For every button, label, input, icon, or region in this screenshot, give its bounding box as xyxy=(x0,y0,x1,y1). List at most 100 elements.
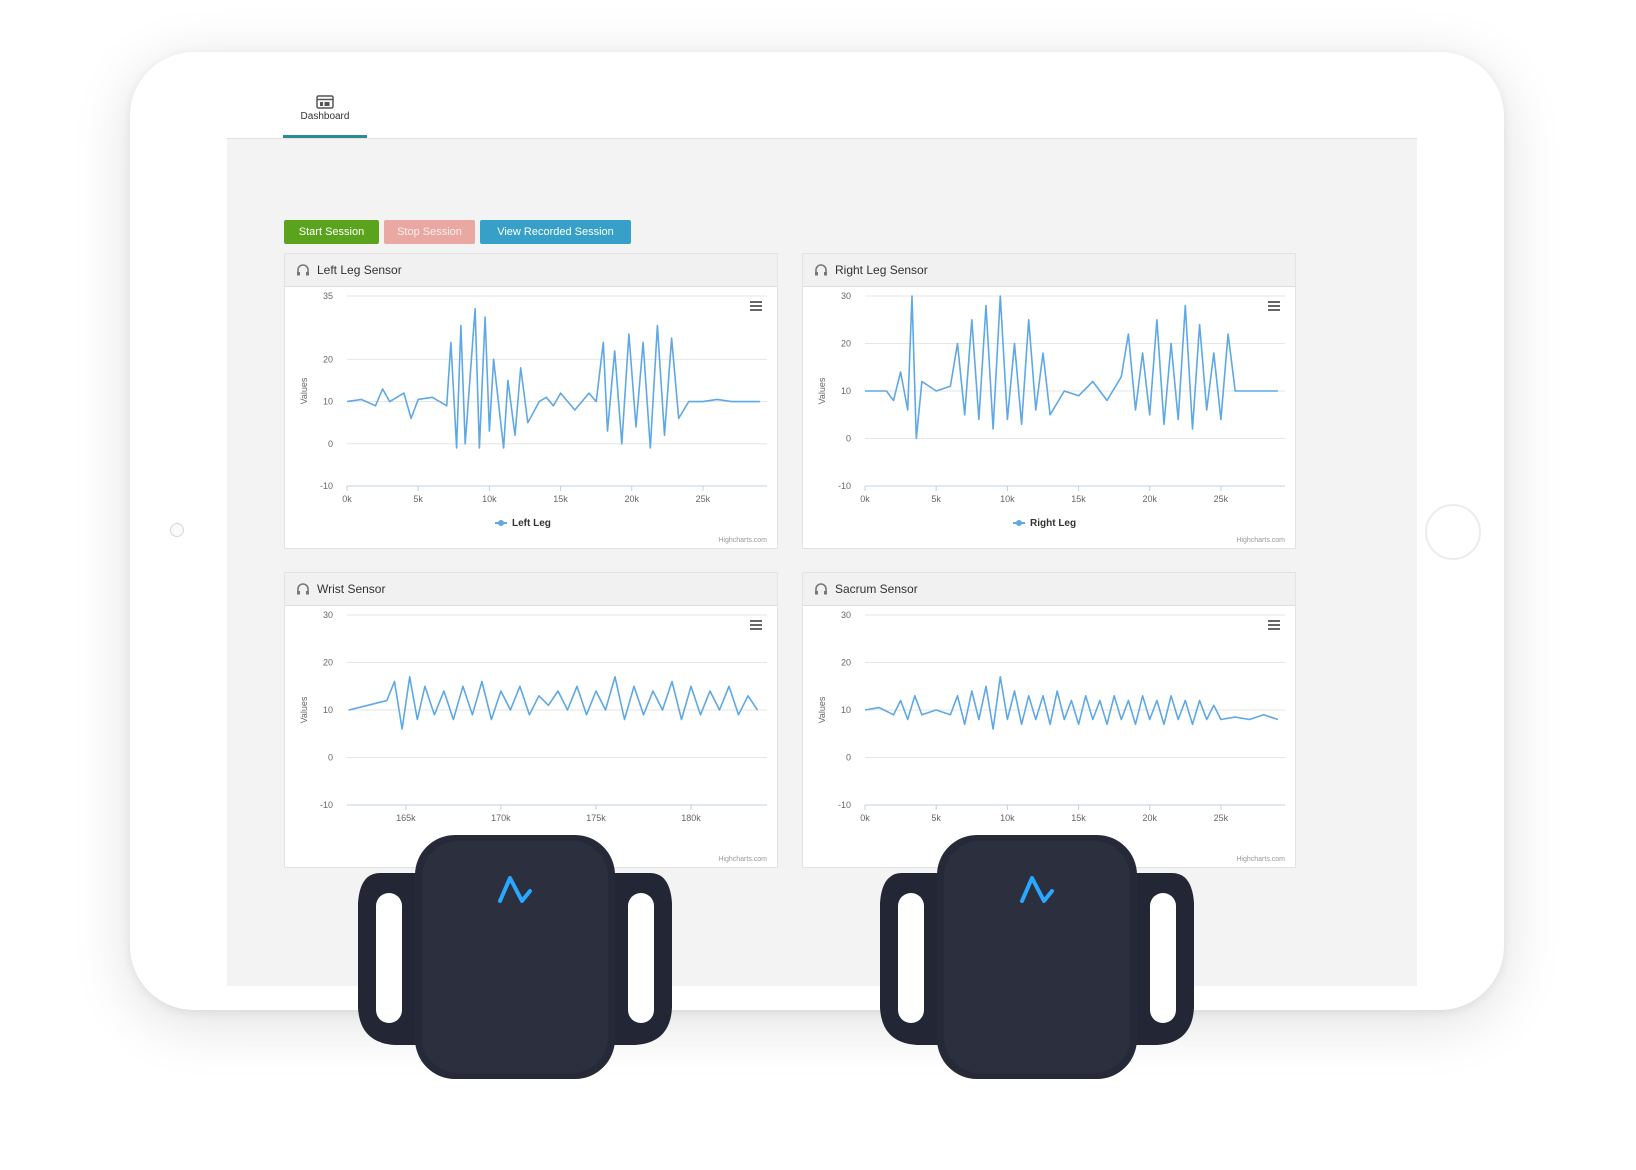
legend-label: Left Leg xyxy=(512,518,551,529)
legend-label: Right Leg xyxy=(1030,518,1076,529)
y-tick-label: 30 xyxy=(323,610,333,620)
home-button[interactable] xyxy=(1425,504,1481,560)
sensor-icon xyxy=(815,583,827,595)
menu-icon xyxy=(750,301,762,303)
y-tick-label: 20 xyxy=(841,339,851,349)
panel-header: Right Leg Sensor xyxy=(803,254,1295,287)
menu-icon xyxy=(750,620,762,622)
y-tick-label: -10 xyxy=(838,800,851,810)
menu-icon xyxy=(1268,628,1280,630)
top-navigation: Dashboard xyxy=(227,88,1417,139)
x-tick-label: 180k xyxy=(681,813,701,823)
y-tick-label: 30 xyxy=(841,610,851,620)
panel-header: Left Leg Sensor xyxy=(285,254,777,287)
pulse-logo-icon xyxy=(1020,876,1054,903)
y-axis-title: Values xyxy=(299,696,309,723)
y-tick-label: 30 xyxy=(841,291,851,301)
wearable-sensor-device xyxy=(880,835,1194,1079)
menu-icon xyxy=(750,305,762,307)
panel-title: Wrist Sensor xyxy=(317,582,386,596)
y-tick-label: 0 xyxy=(846,753,851,763)
tablet-frame: Dashboard Start Session Stop Session Vie… xyxy=(130,52,1504,1010)
x-tick-label: 0k xyxy=(860,494,870,504)
dashboard-icon xyxy=(316,95,334,109)
y-axis-title: Values xyxy=(817,377,827,404)
x-tick-label: 10k xyxy=(1000,494,1015,504)
menu-icon xyxy=(750,624,762,626)
wrist-chart: -100102030165k170k175k180kValuesWristHig… xyxy=(299,610,767,863)
x-tick-label: 175k xyxy=(586,813,606,823)
y-tick-label: 20 xyxy=(323,658,333,668)
x-tick-label: 5k xyxy=(931,813,941,823)
series-line xyxy=(864,676,1279,730)
legend-marker xyxy=(498,520,504,526)
tab-dashboard[interactable]: Dashboard xyxy=(283,88,367,138)
x-tick-label: 25k xyxy=(696,494,711,504)
camera-icon xyxy=(170,523,184,537)
y-axis-title: Values xyxy=(299,377,309,404)
series-line xyxy=(346,307,760,449)
menu-icon xyxy=(1268,305,1280,307)
menu-icon xyxy=(1268,309,1280,311)
x-tick-label: 0k xyxy=(342,494,352,504)
x-tick-label: 20k xyxy=(1142,813,1157,823)
menu-icon xyxy=(1268,301,1280,303)
wearable-sensor-device xyxy=(358,835,672,1079)
y-tick-label: 10 xyxy=(323,397,333,407)
y-tick-label: 0 xyxy=(846,434,851,444)
y-tick-label: 10 xyxy=(841,386,851,396)
menu-icon xyxy=(750,309,762,311)
x-tick-label: 15k xyxy=(1071,494,1086,504)
panel-title: Left Leg Sensor xyxy=(317,263,402,277)
panel-title: Right Leg Sensor xyxy=(835,263,928,277)
sensor-icon xyxy=(297,583,309,595)
y-tick-label: 0 xyxy=(328,439,333,449)
x-tick-label: 10k xyxy=(1000,813,1015,823)
x-tick-label: 5k xyxy=(413,494,423,504)
y-tick-label: 20 xyxy=(841,658,851,668)
x-tick-label: 15k xyxy=(553,494,568,504)
x-tick-label: 20k xyxy=(1142,494,1157,504)
menu-icon xyxy=(1268,624,1280,626)
series-line xyxy=(348,676,759,730)
x-tick-label: 5k xyxy=(931,494,941,504)
menu-icon xyxy=(1268,620,1280,622)
panel-title: Sacrum Sensor xyxy=(835,582,918,596)
x-tick-label: 0k xyxy=(860,813,870,823)
y-tick-label: -10 xyxy=(320,800,333,810)
chart-credits: Highcharts.com xyxy=(718,537,767,544)
y-tick-label: 0 xyxy=(328,753,333,763)
y-tick-label: 35 xyxy=(323,291,333,301)
x-tick-label: 20k xyxy=(624,494,639,504)
chart-credits: Highcharts.com xyxy=(718,856,767,863)
legend-marker xyxy=(1016,520,1022,526)
x-tick-label: 170k xyxy=(491,813,511,823)
tab-dashboard-label: Dashboard xyxy=(300,111,350,122)
pulse-logo-icon xyxy=(498,876,532,903)
y-tick-label: 10 xyxy=(323,705,333,715)
series-line xyxy=(865,295,1278,440)
chart-credits: Highcharts.com xyxy=(1236,856,1285,863)
panel-right-leg-sensor: Right Leg Sensor -10 0 10 20 30 0k 5k 10k 15k 20k… xyxy=(802,253,1296,549)
x-tick-label: 25k xyxy=(1214,494,1229,504)
dashboard-screen: Dashboard Start Session Stop Session Vie… xyxy=(227,88,1417,986)
x-tick-label: 15k xyxy=(1071,813,1086,823)
sensor-icon xyxy=(815,264,827,276)
y-tick-label: -10 xyxy=(320,481,333,491)
x-tick-label: 25k xyxy=(1214,813,1229,823)
panel-left-leg-sensor: Left Leg Sensor -10 0 10 20 35 0k 5k 10k 15k 20k 2… xyxy=(284,253,778,549)
right-leg-chart: -10 0 10 20 30 0k 5k 10k 15k 20k 25k Values Right Le… xyxy=(817,291,1285,544)
stop-session-button[interactable]: Stop Session xyxy=(384,220,475,244)
y-tick-label: 20 xyxy=(323,354,333,364)
sensor-icon xyxy=(297,264,309,276)
panel-header: Wrist Sensor xyxy=(285,573,777,606)
y-axis-title: Values xyxy=(817,696,827,723)
x-tick-label: 10k xyxy=(482,494,497,504)
y-tick-label: 10 xyxy=(841,705,851,715)
start-session-button[interactable]: Start Session xyxy=(284,220,379,244)
panel-sacrum-sensor: Sacrum Sensor -10 0 10 20 30 0k 5k 10k 15k 20k 25k… xyxy=(802,572,1296,868)
view-recorded-session-button[interactable]: View Recorded Session xyxy=(480,220,631,244)
x-tick-label: 165k xyxy=(396,813,416,823)
menu-icon xyxy=(750,628,762,630)
sacrum-chart: -1001020300k5k10k15k20k25kValuesBackHigh… xyxy=(817,610,1285,863)
